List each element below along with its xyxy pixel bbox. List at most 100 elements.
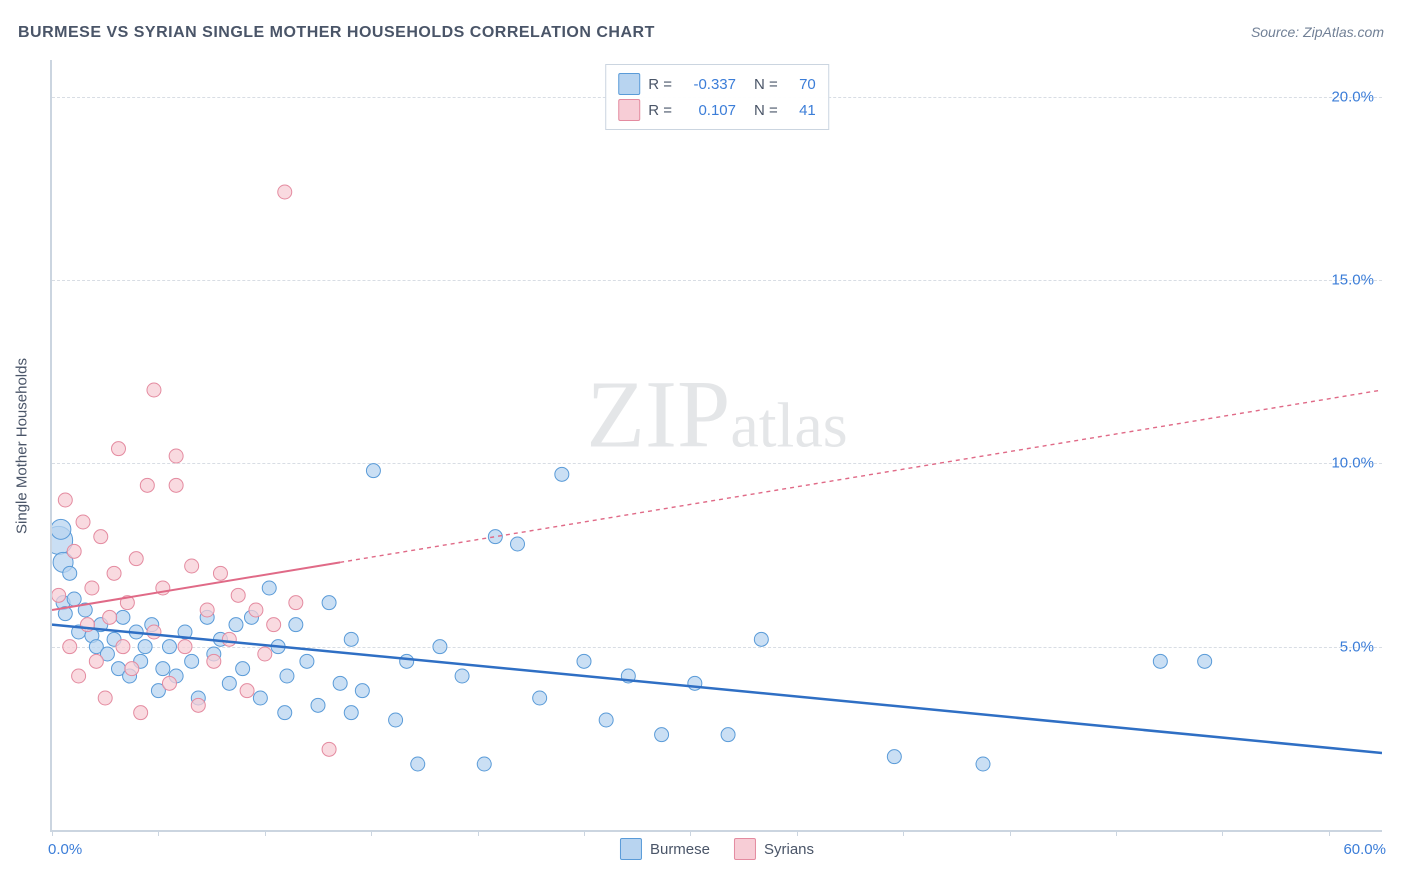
data-point-syrians (231, 588, 245, 602)
data-point-burmese (280, 669, 294, 683)
data-point-syrians (107, 566, 121, 580)
data-point-syrians (240, 684, 254, 698)
data-point-burmese (655, 728, 669, 742)
data-point-burmese (455, 669, 469, 683)
stats-swatch (618, 73, 640, 95)
data-point-syrians (289, 596, 303, 610)
data-point-burmese (433, 640, 447, 654)
data-point-syrians (147, 625, 161, 639)
data-point-burmese (236, 662, 250, 676)
data-point-syrians (67, 544, 81, 558)
data-point-burmese (488, 530, 502, 544)
data-point-syrians (213, 566, 227, 580)
stats-r-label: R = (648, 76, 672, 93)
data-point-burmese (511, 537, 525, 551)
data-point-syrians (169, 478, 183, 492)
data-point-burmese (477, 757, 491, 771)
data-point-burmese (721, 728, 735, 742)
data-point-syrians (112, 442, 126, 456)
source-attribution: Source: ZipAtlas.com (1251, 24, 1384, 40)
data-point-burmese (1198, 654, 1212, 668)
data-point-syrians (169, 449, 183, 463)
data-point-burmese (344, 632, 358, 646)
stats-n-label: N = (754, 102, 778, 119)
data-point-syrians (52, 588, 66, 602)
data-point-syrians (200, 603, 214, 617)
y-axis-label: Single Mother Households (14, 358, 31, 534)
series-legend: Burmese Syrians (620, 838, 814, 860)
data-point-syrians (140, 478, 154, 492)
data-point-burmese (344, 706, 358, 720)
data-point-syrians (103, 610, 117, 624)
legend-label: Burmese (650, 841, 710, 858)
data-point-burmese (278, 706, 292, 720)
data-point-burmese (366, 464, 380, 478)
data-point-syrians (94, 530, 108, 544)
data-point-burmese (754, 632, 768, 646)
stats-r-value: -0.337 (680, 76, 736, 93)
chart-title: BURMESE VS SYRIAN SINGLE MOTHER HOUSEHOL… (18, 24, 655, 42)
scatter-svg (52, 60, 1382, 830)
x-tick-mark (158, 830, 159, 836)
x-tick-mark (1329, 830, 1330, 836)
stats-r-value: 0.107 (680, 102, 736, 119)
data-point-burmese (411, 757, 425, 771)
data-point-burmese (52, 519, 71, 539)
legend-item-burmese: Burmese (620, 838, 710, 860)
data-point-burmese (162, 640, 176, 654)
stats-n-value: 41 (786, 102, 816, 119)
data-point-burmese (599, 713, 613, 727)
data-point-burmese (355, 684, 369, 698)
data-point-syrians (258, 647, 272, 661)
data-point-burmese (322, 596, 336, 610)
legend-swatch (620, 838, 642, 860)
data-point-burmese (67, 592, 81, 606)
x-tick-mark (478, 830, 479, 836)
plot-area: ZIPatlas 5.0%10.0%15.0%20.0% R =-0.337N … (50, 60, 1382, 832)
data-point-burmese (229, 618, 243, 632)
data-point-burmese (1153, 654, 1167, 668)
data-point-burmese (333, 676, 347, 690)
x-tick-mark (797, 830, 798, 836)
data-point-burmese (63, 566, 77, 580)
data-point-burmese (222, 676, 236, 690)
data-point-syrians (89, 654, 103, 668)
data-point-syrians (134, 706, 148, 720)
data-point-burmese (887, 750, 901, 764)
data-point-syrians (58, 493, 72, 507)
x-tick-mark (371, 830, 372, 836)
data-point-burmese (185, 654, 199, 668)
legend-swatch (734, 838, 756, 860)
stats-row-syrians: R =0.107N =41 (618, 97, 816, 123)
x-tick-mark (52, 830, 53, 836)
data-point-burmese (533, 691, 547, 705)
data-point-burmese (116, 610, 130, 624)
data-point-syrians (85, 581, 99, 595)
data-point-burmese (300, 654, 314, 668)
data-point-syrians (207, 654, 221, 668)
data-point-syrians (191, 698, 205, 712)
data-point-syrians (116, 640, 130, 654)
x-tick-mark (584, 830, 585, 836)
data-point-burmese (311, 698, 325, 712)
data-point-burmese (262, 581, 276, 595)
data-point-burmese (400, 654, 414, 668)
x-tick-mark (1010, 830, 1011, 836)
data-point-burmese (138, 640, 152, 654)
data-point-syrians (178, 640, 192, 654)
data-point-syrians (72, 669, 86, 683)
data-point-syrians (267, 618, 281, 632)
x-tick-mark (1116, 830, 1117, 836)
stats-row-burmese: R =-0.337N =70 (618, 71, 816, 97)
data-point-syrians (185, 559, 199, 573)
legend-item-syrians: Syrians (734, 838, 814, 860)
data-point-burmese (976, 757, 990, 771)
stats-swatch (618, 99, 640, 121)
stats-n-value: 70 (786, 76, 816, 93)
legend-label: Syrians (764, 841, 814, 858)
x-tick-mark (1222, 830, 1223, 836)
data-point-syrians (322, 742, 336, 756)
data-point-syrians (98, 691, 112, 705)
data-point-burmese (156, 662, 170, 676)
x-tick-mark (903, 830, 904, 836)
